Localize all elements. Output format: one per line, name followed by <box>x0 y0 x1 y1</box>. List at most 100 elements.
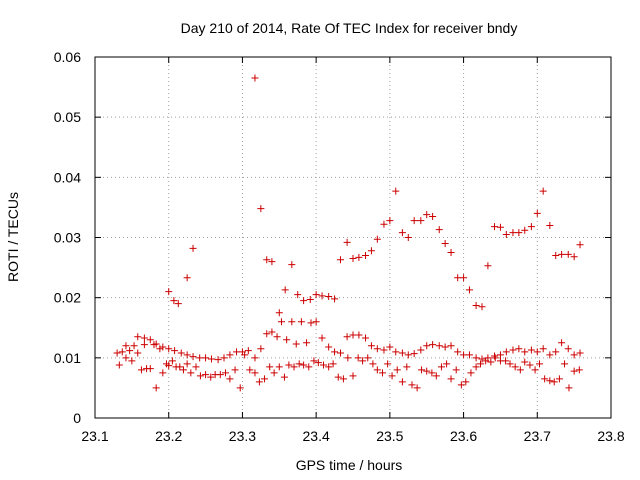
data-point <box>207 373 215 381</box>
data-point <box>305 363 313 371</box>
data-point <box>140 334 148 342</box>
data-point <box>137 366 145 374</box>
data-point <box>214 356 222 364</box>
data-point <box>552 348 560 356</box>
data-point <box>355 331 363 339</box>
data-point <box>207 355 215 363</box>
data-point <box>285 361 293 369</box>
data-point <box>343 333 351 341</box>
data-point <box>373 345 381 353</box>
data-point <box>292 340 300 348</box>
data-point <box>159 343 167 351</box>
data-point <box>118 348 126 356</box>
data-point <box>183 360 191 368</box>
data-point <box>564 250 572 258</box>
data-point <box>354 354 362 362</box>
data-point <box>403 363 411 371</box>
data-point <box>502 357 510 365</box>
data-point <box>410 350 418 358</box>
data-point <box>447 342 455 350</box>
data-point <box>558 250 566 258</box>
data-point <box>277 318 285 326</box>
data-point <box>329 360 337 368</box>
data-point <box>429 341 437 349</box>
data-point <box>226 351 234 359</box>
x-tick-label: 23.3 <box>229 428 256 444</box>
data-point <box>575 366 583 374</box>
x-tick-label: 23.1 <box>81 428 108 444</box>
data-point <box>576 241 584 249</box>
y-tick-label: 0.02 <box>54 290 81 306</box>
data-point <box>392 348 400 356</box>
data-point <box>281 286 289 294</box>
gridlines <box>95 57 611 418</box>
data-point <box>484 262 492 270</box>
data-point <box>491 352 499 360</box>
data-point <box>408 381 416 389</box>
data-point <box>165 362 173 370</box>
data-point <box>349 331 357 339</box>
data-point <box>134 333 142 341</box>
data-point <box>380 346 388 354</box>
data-point <box>280 373 288 381</box>
data-point <box>122 354 130 362</box>
data-point <box>257 205 265 213</box>
y-tick-label: 0 <box>73 410 81 426</box>
data-point <box>482 357 490 365</box>
data-point <box>515 345 523 353</box>
data-point <box>334 373 342 381</box>
data-point <box>546 377 554 385</box>
data-point <box>156 345 164 353</box>
data-point <box>300 297 308 305</box>
data-point <box>216 371 224 379</box>
data-point <box>339 375 347 383</box>
data-point <box>531 366 539 374</box>
data-point <box>539 187 547 195</box>
data-point <box>441 240 449 248</box>
data-point <box>233 348 241 356</box>
data-point <box>546 221 554 229</box>
data-point <box>257 345 265 353</box>
data-point <box>202 354 210 362</box>
data-point <box>404 351 412 359</box>
data-point <box>533 209 541 217</box>
data-point <box>417 217 425 225</box>
data-point <box>283 336 291 344</box>
data-point <box>452 366 460 374</box>
x-tick-label: 23.8 <box>597 428 624 444</box>
series-mid-roti <box>122 318 584 364</box>
data-point <box>570 253 578 261</box>
data-point <box>165 288 173 296</box>
data-point <box>146 365 154 373</box>
data-point <box>443 360 451 368</box>
data-point <box>570 367 578 375</box>
data-point <box>113 349 121 357</box>
data-point <box>506 360 514 368</box>
data-point <box>561 360 569 368</box>
data-point <box>555 375 563 383</box>
data-point <box>527 223 535 231</box>
data-point <box>364 354 372 362</box>
data-point <box>196 372 204 380</box>
data-point <box>570 351 578 359</box>
data-point <box>168 357 176 365</box>
data-point <box>226 375 234 383</box>
data-point <box>460 351 468 359</box>
data-point <box>447 375 455 383</box>
data-point <box>359 357 367 365</box>
data-point <box>189 244 197 252</box>
data-point <box>318 292 326 300</box>
data-point <box>496 223 504 231</box>
data-point <box>373 235 381 243</box>
data-point <box>251 354 259 362</box>
data-point <box>288 318 296 326</box>
data-point <box>171 347 179 355</box>
data-point <box>170 297 178 305</box>
data-point <box>251 369 259 377</box>
data-point <box>336 349 344 357</box>
data-point <box>447 249 455 257</box>
data-point <box>393 366 401 374</box>
x-tick-label: 23.5 <box>376 428 403 444</box>
data-point <box>263 330 271 338</box>
data-point <box>533 348 541 356</box>
